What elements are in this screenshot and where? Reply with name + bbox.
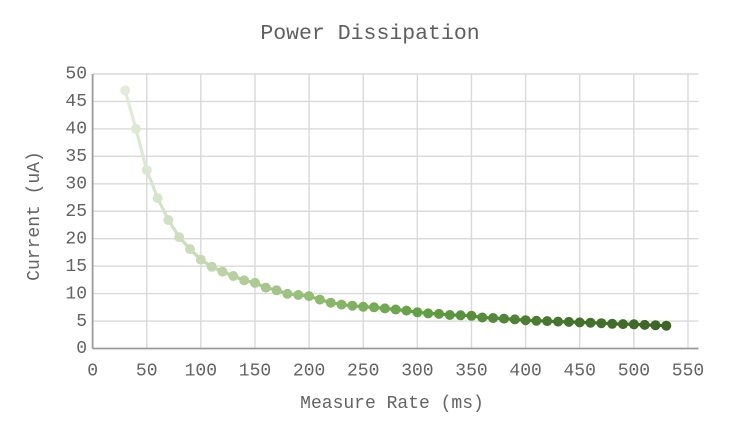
svg-text:300: 300	[401, 362, 433, 382]
svg-text:15: 15	[65, 257, 87, 277]
svg-text:50: 50	[136, 362, 158, 382]
svg-text:0: 0	[76, 339, 87, 359]
svg-text:250: 250	[347, 362, 379, 382]
svg-text:10: 10	[65, 284, 87, 304]
svg-text:350: 350	[455, 362, 487, 382]
svg-text:450: 450	[563, 362, 595, 382]
svg-text:5: 5	[76, 312, 87, 332]
svg-text:30: 30	[65, 175, 87, 195]
svg-text:0: 0	[87, 362, 98, 382]
svg-text:550: 550	[672, 362, 704, 382]
svg-text:100: 100	[185, 362, 217, 382]
svg-text:500: 500	[618, 362, 650, 382]
svg-text:40: 40	[65, 120, 87, 140]
svg-text:150: 150	[239, 362, 271, 382]
svg-text:200: 200	[293, 362, 325, 382]
svg-text:35: 35	[65, 147, 87, 167]
svg-text:400: 400	[509, 362, 541, 382]
svg-text:Current (uA): Current (uA)	[25, 151, 45, 281]
svg-text:Measure Rate (ms): Measure Rate (ms)	[300, 394, 484, 414]
svg-text:25: 25	[65, 202, 87, 222]
svg-text:Power Dissipation: Power Dissipation	[260, 22, 479, 46]
svg-text:50: 50	[65, 65, 87, 85]
svg-text:20: 20	[65, 229, 87, 249]
svg-text:45: 45	[65, 92, 87, 112]
